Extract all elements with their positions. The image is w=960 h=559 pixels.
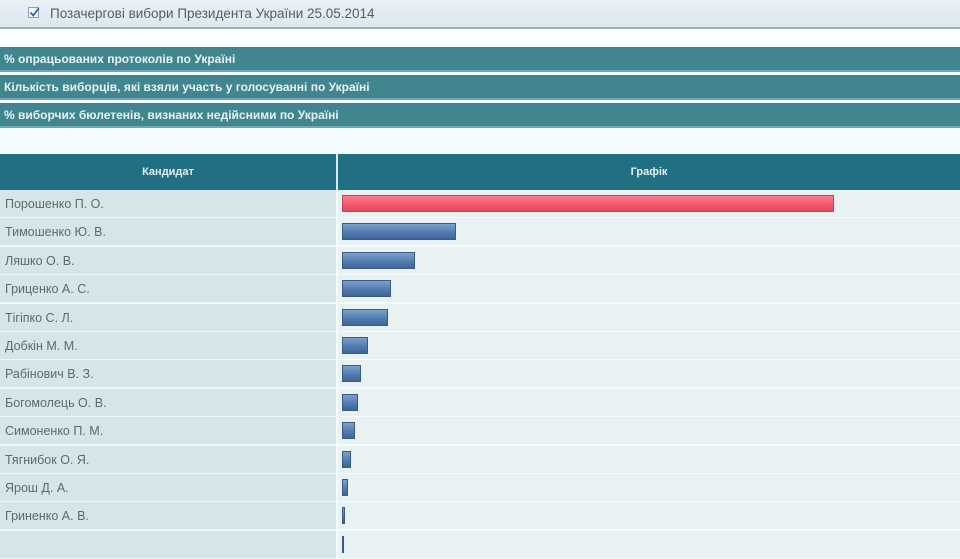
candidate-name: Ярош Д. А. [5,480,69,495]
result-bar [342,478,348,496]
result-bar [342,507,345,525]
candidate-cell: Симоненко П. М. [0,417,336,446]
result-bar [342,280,391,298]
candidate-name: Ляшко О. В. [5,253,75,268]
chart-cell [338,445,960,474]
candidate-name: Добкін М. М. [5,338,78,353]
chart-cell [338,331,960,360]
chart-cell [338,190,960,218]
result-bar [342,393,358,411]
candidate-name: Тимошенко Ю. В. [5,225,106,240]
candidate-name: Богомолець О. В. [5,395,107,410]
chart-cell [338,303,960,332]
info-bar-invalid-ballots[interactable]: % виборчих бюлетенів, визнаних недійсним… [0,103,960,128]
candidate-name: Гриценко А. С. [5,282,90,297]
chart-cell [338,388,960,417]
table-row[interactable]: Порошенко П. О. [0,190,960,218]
result-bar [342,195,834,212]
result-bar [342,422,355,440]
candidate-cell: Тягнибок О. Я. [0,445,336,474]
candidate-cell [0,530,336,559]
info-bar-label: Кількість виборців, які взяли участь у г… [4,80,370,94]
result-bar [342,336,368,354]
table-row[interactable]: Гриненко А. В. [0,502,960,531]
column-divider [336,154,338,190]
chart-cell [338,417,960,446]
table-row[interactable]: Гриценко А. С. [0,275,960,304]
chart-cell [338,530,960,559]
table-row[interactable]: Тягнибок О. Я. [0,445,960,474]
candidate-cell: Богомолець О. В. [0,388,336,417]
result-bar [342,251,415,269]
candidate-name: Тігіпко С. Л. [5,310,74,325]
result-bar [342,535,344,553]
table-row[interactable]: Тимошенко Ю. В. [0,218,960,247]
chart-cell [338,502,960,531]
table-row[interactable]: Симоненко П. М. [0,417,960,446]
result-bar [342,223,456,241]
candidate-name: Симоненко П. М. [5,424,104,439]
candidate-cell: Ляшко О. В. [0,246,336,275]
column-header-candidate: Кандидат [142,166,194,178]
spacer [0,29,960,47]
table-row[interactable]: Богомолець О. В. [0,388,960,417]
table-row[interactable]: Рабінович В. З. [0,360,960,389]
table-row[interactable]: Ляшко О. В. [0,246,960,275]
checkmark-icon [29,7,40,17]
table-row[interactable]: Тігіпко С. Л. [0,303,960,332]
column-header-chart: Графік [630,166,668,178]
candidate-name: Рабінович В. З. [5,367,94,382]
election-title: Позачергові вибори Президента України 25… [50,6,375,21]
candidate-cell: Тігіпко С. Л. [0,303,336,332]
chart-cell [338,218,960,247]
chart-cell [338,360,960,389]
info-bar-protocols[interactable]: % опрацьованих протоколів по Україні [0,47,960,72]
info-bar-label: % виборчих бюлетенів, визнаних недійсним… [4,108,339,122]
info-bar-turnout[interactable]: Кількість виборців, які взяли участь у г… [0,75,960,100]
result-bar [342,308,388,326]
chart-cell [338,275,960,304]
result-bar [342,450,351,468]
results-table: Порошенко П. О. Тимошенко Ю. В. Ляшко О. В… [0,190,960,559]
candidate-cell: Гриненко А. В. [0,502,336,531]
candidate-cell: Гриценко А. С. [0,275,336,304]
candidate-name: Гриненко А. В. [5,509,89,524]
chart-cell [338,246,960,275]
table-row[interactable]: Ярош Д. А. [0,473,960,502]
election-checkbox[interactable] [28,7,40,18]
info-bar-label: % опрацьованих протоколів по Україні [4,52,236,66]
candidate-name: Порошенко П. О. [5,197,104,211]
candidate-cell: Рабінович В. З. [0,360,336,389]
table-header: Кандидат Графік [0,154,960,190]
candidate-cell: Ярош Д. А. [0,473,336,502]
table-row[interactable] [0,530,960,559]
chart-cell [338,473,960,502]
result-bar [342,365,361,383]
candidate-cell: Порошенко П. О. [0,190,336,218]
table-row[interactable]: Добкін М. М. [0,331,960,360]
candidate-cell: Тимошенко Ю. В. [0,218,336,247]
election-header: Позачергові вибори Президента України 25… [0,0,960,29]
candidate-name: Тягнибок О. Я. [5,452,90,467]
candidate-cell: Добкін М. М. [0,331,336,360]
